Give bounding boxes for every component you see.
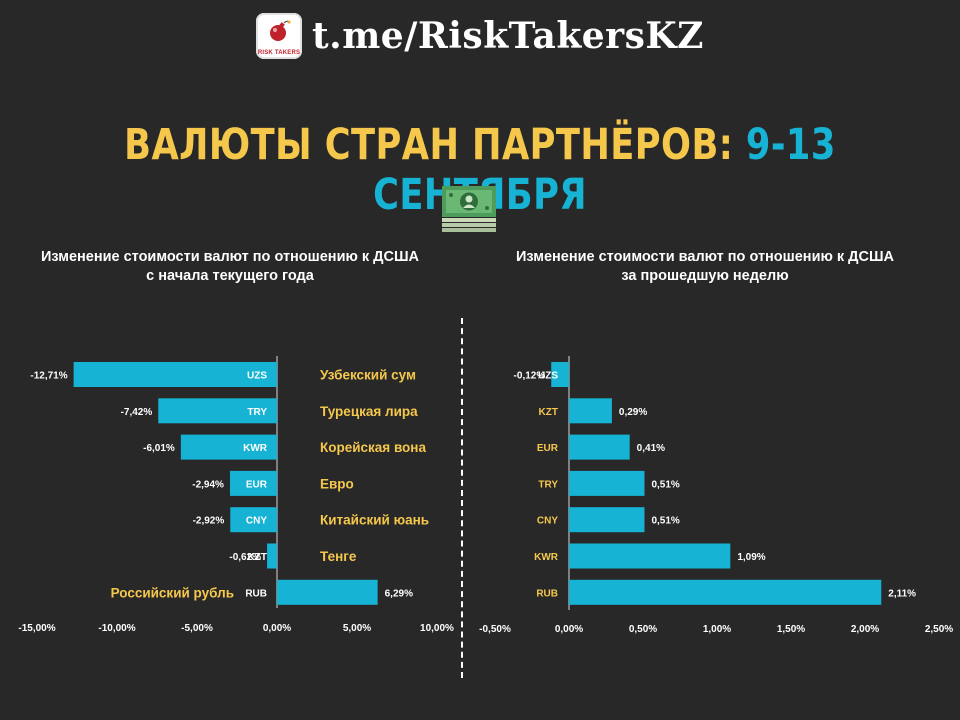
chart-0-currency-name: Корейская вона <box>320 440 426 455</box>
chart-0-currency-name: Тенге <box>320 549 357 564</box>
chart-0-value-label: -6,01% <box>143 443 175 454</box>
chart-1-bar-try <box>569 470 645 496</box>
chart-1-category-label: CNY <box>537 516 558 527</box>
chart-0-category-label: UZS <box>247 371 267 382</box>
chart-1-tick-label: 0,50% <box>629 624 657 635</box>
chart-1-bar-rub <box>569 579 882 605</box>
chart-1-value-label: 0,41% <box>637 443 665 454</box>
chart-0-category-label: EUR <box>246 479 268 490</box>
chart-1-category-label: UZS <box>538 371 558 382</box>
right-chart-title: Изменение стоимости валют по отношению к… <box>495 248 915 286</box>
chart-0-bar-try <box>158 398 277 424</box>
left-chart-title-line2: с начала текущего года <box>146 268 314 284</box>
chart-1-bar-eur <box>569 434 630 460</box>
chart-1-category-label: EUR <box>537 443 559 454</box>
chart-0-tick-label: 10,00% <box>420 623 454 634</box>
chart-1-tick-label: 1,50% <box>777 624 805 635</box>
chart-0-tick-label: -15,00% <box>18 623 55 634</box>
chart-0-tick-label: -10,00% <box>98 623 135 634</box>
chart-1-value-label: -0,12% <box>514 371 546 382</box>
chart-0-bar-kwr <box>180 434 277 460</box>
chart-divider <box>461 318 463 678</box>
chart-1-bar-kzt <box>569 398 612 424</box>
chart-0-value-label: -2,94% <box>192 479 224 490</box>
chart-0-currency-name: Турецкая лира <box>320 404 418 419</box>
header: RISK TAKERS t.me/RiskTakersKZ <box>0 10 960 62</box>
chart-1-value-label: 2,11% <box>888 588 916 599</box>
chart-1-bar-kwr <box>569 543 731 569</box>
chart-0-bar-kzt <box>267 543 277 569</box>
chart-0-category-label: RUB <box>245 588 267 599</box>
chart-0-value-label: 6,29% <box>385 588 413 599</box>
page-title-main: ВАЛЮТЫ СТРАН ПАРТНЁРОВ: <box>124 120 746 170</box>
chart-0-currency-name: Узбекский сум <box>320 368 416 383</box>
chart-1-value-label: 0,51% <box>651 479 679 490</box>
chart-1-tick-label: -0,50% <box>479 624 511 635</box>
chart-0-value-label: -2,92% <box>193 516 225 527</box>
chart-0-tick-label: -5,00% <box>181 623 213 634</box>
chart-1-category-label: RUB <box>536 588 558 599</box>
banknote-icon <box>442 186 496 232</box>
chart-1-tick-label: 2,00% <box>851 624 879 635</box>
chart-1-value-label: 1,09% <box>737 552 765 563</box>
chart-1-value-label: 0,51% <box>651 516 679 527</box>
chart-0-bar-uzs <box>73 362 277 387</box>
right-chart-title-line1: Изменение стоимости валют по отношению к… <box>515 249 895 265</box>
left-chart-title: Изменение стоимости валют по отношению к… <box>20 248 440 286</box>
bomb-icon <box>270 20 291 41</box>
chart-0-category-label: KZT <box>248 552 267 563</box>
chart-1-category-label: TRY <box>538 479 558 490</box>
chart-1-bar-uzs <box>551 362 569 387</box>
chart-0-category-label: CNY <box>246 516 267 527</box>
chart-0-category-label: KWR <box>243 443 268 454</box>
chart-1-bar-cny <box>569 507 645 533</box>
chart-0-currency-name: Евро <box>320 476 354 491</box>
chart-0-value-label: -0,62% <box>229 552 261 563</box>
chart-0-category-label: TRY <box>247 407 267 418</box>
chart-0-bar-eur <box>229 470 277 496</box>
channel-link[interactable]: t.me/RiskTakersKZ <box>312 15 704 57</box>
chart-1-tick-label: 2,50% <box>925 624 953 635</box>
right-chart-title-line2: за прошедшую неделю <box>621 268 789 284</box>
chart-0-tick-label: 0,00% <box>263 623 291 634</box>
left-chart-title-line1: Изменение стоимости валют по отношению к… <box>40 249 420 265</box>
risk-takers-logo[interactable]: RISK TAKERS <box>256 13 303 59</box>
chart-0-value-label: -12,71% <box>30 371 67 382</box>
chart-1-category-label: KZT <box>539 407 558 418</box>
logo-text: RISK TAKERS <box>257 50 301 56</box>
chart-1-category-label: KWR <box>534 552 559 563</box>
chart-1-tick-label: 0,00% <box>555 624 583 635</box>
chart-0-tick-label: 5,00% <box>343 623 371 634</box>
chart-0-bar-rub <box>277 579 378 605</box>
chart-0-currency-name: Китайский юань <box>320 513 429 528</box>
chart-1-value-label: 0,29% <box>619 407 647 418</box>
chart-1-tick-label: 1,00% <box>703 624 731 635</box>
chart-0-bar-cny <box>230 507 277 533</box>
chart-0-value-label: -7,42% <box>121 407 153 418</box>
chart-0-currency-name: Российский рубль <box>111 585 234 600</box>
